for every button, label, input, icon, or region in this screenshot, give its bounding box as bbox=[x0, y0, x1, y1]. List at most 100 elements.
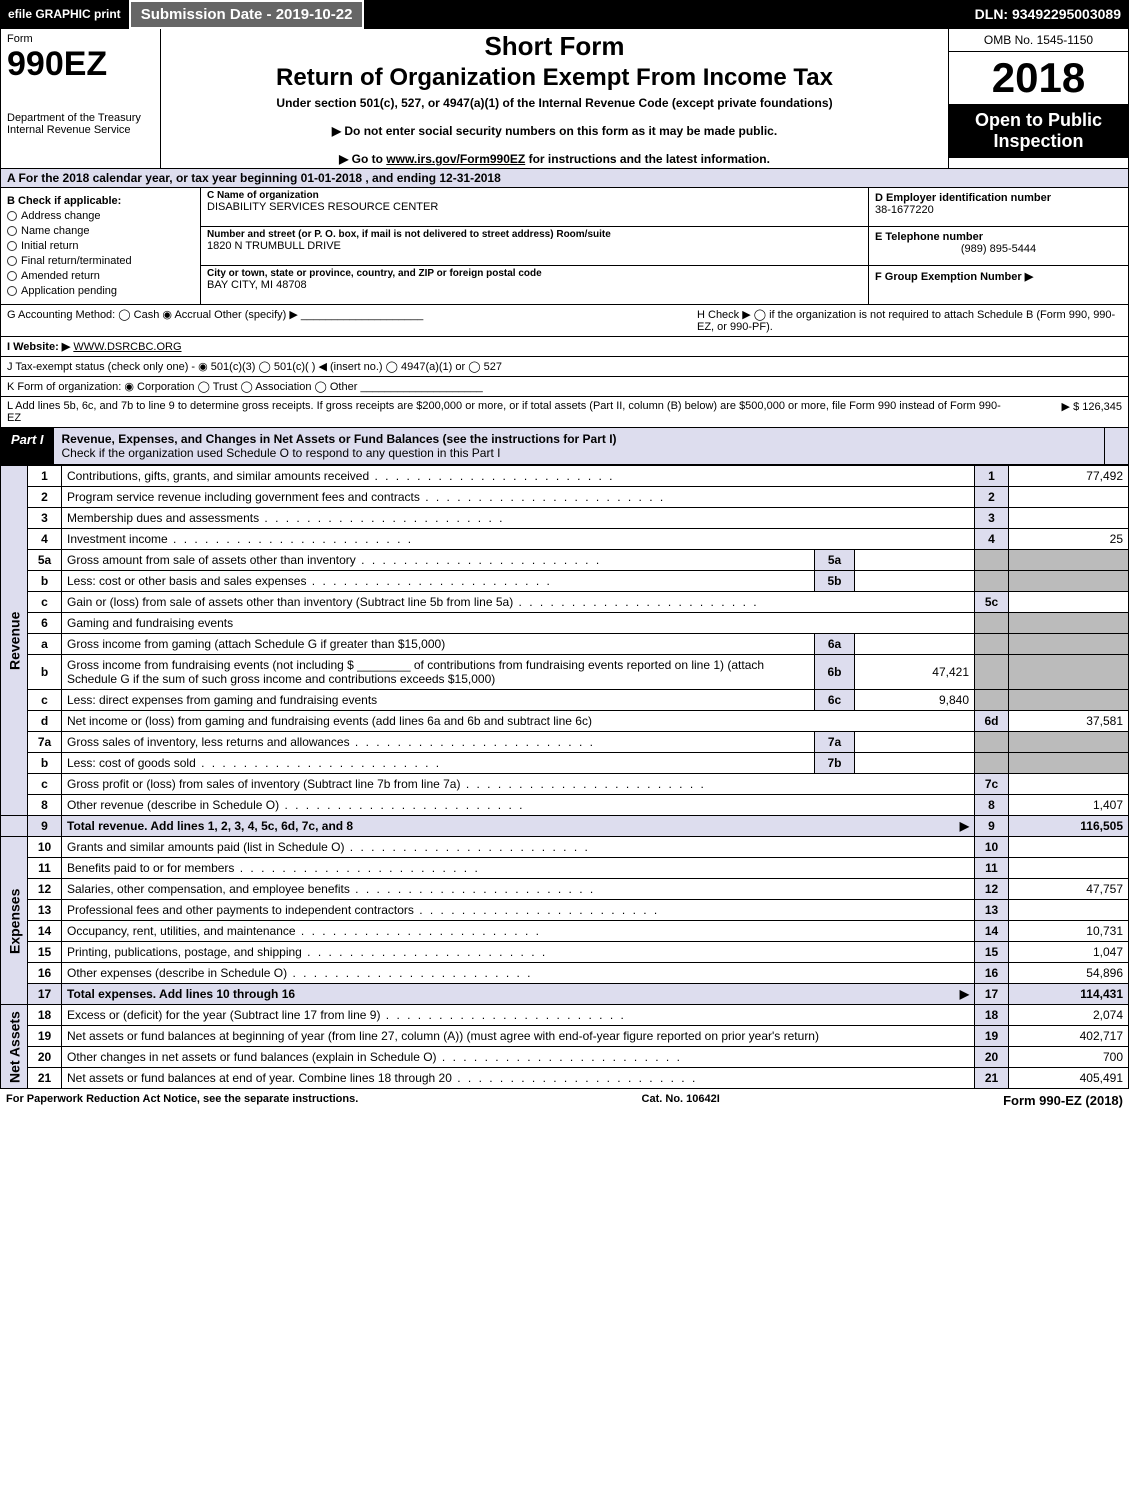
chk-amended[interactable]: Amended return bbox=[7, 270, 194, 282]
part1-check-line: Check if the organization used Schedule … bbox=[62, 446, 501, 460]
line-15: 15 Printing, publications, postage, and … bbox=[1, 942, 1129, 963]
note2-post: for instructions and the latest informat… bbox=[525, 152, 770, 166]
ssn-warning: ▶ Do not enter social security numbers o… bbox=[167, 124, 942, 138]
line-11: 11 Benefits paid to or for members 11 bbox=[1, 858, 1129, 879]
row-k: K Form of organization: ◉ Corporation ◯ … bbox=[0, 377, 1129, 397]
line-14: 14 Occupancy, rent, utilities, and maint… bbox=[1, 921, 1129, 942]
chk-initial[interactable]: Initial return bbox=[7, 240, 194, 252]
phone-value: (989) 895-5444 bbox=[875, 243, 1122, 255]
line-6b: b Gross income from fundraising events (… bbox=[1, 655, 1129, 690]
submission-date-button[interactable]: Submission Date - 2019-10-22 bbox=[129, 0, 365, 29]
row-g-h: G Accounting Method: ◯ Cash ◉ Accrual Ot… bbox=[0, 305, 1129, 337]
ein-value: 38-1677220 bbox=[875, 204, 1122, 216]
tax-year: 2018 bbox=[949, 52, 1128, 104]
dln-label: DLN: 93492295003089 bbox=[975, 6, 1129, 22]
org-name-value: DISABILITY SERVICES RESOURCE CENTER bbox=[207, 201, 862, 213]
group-exempt-label: F Group Exemption Number ▶ bbox=[875, 270, 1122, 283]
line-9: 9 Total revenue. Add lines 1, 2, 3, 4, 5… bbox=[1, 816, 1129, 837]
line-7c: c Gross profit or (loss) from sales of i… bbox=[1, 774, 1129, 795]
period-row: A For the 2018 calendar year, or tax yea… bbox=[0, 169, 1129, 188]
org-city-cell: City or town, state or province, country… bbox=[201, 266, 868, 304]
revenue-side-label: Revenue bbox=[1, 466, 28, 816]
header-right: OMB No. 1545-1150 2018 Open to Public In… bbox=[948, 29, 1128, 168]
org-addr-label: Number and street (or P. O. box, if mail… bbox=[207, 229, 862, 240]
top-bar: efile GRAPHIC print Submission Date - 20… bbox=[0, 0, 1129, 28]
row-j: J Tax-exempt status (check only one) - ◉… bbox=[0, 357, 1129, 377]
lines-table: Revenue 1 Contributions, gifts, grants, … bbox=[0, 465, 1129, 1089]
l-text: L Add lines 5b, 6c, and 7b to line 9 to … bbox=[7, 400, 1002, 424]
line-4: 4 Investment income 4 25 bbox=[1, 529, 1129, 550]
line-7b: b Less: cost of goods sold 7b bbox=[1, 753, 1129, 774]
info-grid: B Check if applicable: Address change Na… bbox=[0, 188, 1129, 305]
group-exempt-cell: F Group Exemption Number ▶ bbox=[869, 266, 1128, 304]
line-12: 12 Salaries, other compensation, and emp… bbox=[1, 879, 1129, 900]
note2-pre: ▶ Go to bbox=[339, 152, 386, 166]
page-footer: For Paperwork Reduction Act Notice, see … bbox=[0, 1089, 1129, 1112]
line-13: 13 Professional fees and other payments … bbox=[1, 900, 1129, 921]
netassets-side-label: Net Assets bbox=[1, 1005, 28, 1089]
line-20: 20 Other changes in net assets or fund b… bbox=[1, 1047, 1129, 1068]
footer-left: For Paperwork Reduction Act Notice, see … bbox=[6, 1093, 358, 1108]
line-10: Expenses 10 Grants and similar amounts p… bbox=[1, 837, 1129, 858]
line-18: Net Assets 18 Excess or (deficit) for th… bbox=[1, 1005, 1129, 1026]
form-number: 990EZ bbox=[7, 45, 154, 84]
ein-label: D Employer identification number bbox=[875, 192, 1122, 204]
line-1-desc: Contributions, gifts, grants, and simila… bbox=[62, 466, 975, 487]
website-label: I Website: ▶ bbox=[7, 341, 70, 353]
instructions-note: ▶ Go to www.irs.gov/Form990EZ for instru… bbox=[167, 152, 942, 166]
footer-right: Form 990-EZ (2018) bbox=[1003, 1093, 1123, 1108]
form-title: Return of Organization Exempt From Incom… bbox=[167, 64, 942, 92]
chk-pending[interactable]: Application pending bbox=[7, 285, 194, 297]
omb-number: OMB No. 1545-1150 bbox=[949, 29, 1128, 52]
section-b-heading: B Check if applicable: bbox=[7, 195, 194, 207]
org-addr-value: 1820 N TRUMBULL DRIVE bbox=[207, 240, 862, 252]
line-7a: 7a Gross sales of inventory, less return… bbox=[1, 732, 1129, 753]
part1-checkbox[interactable] bbox=[1104, 428, 1128, 464]
line-5b: b Less: cost or other basis and sales ex… bbox=[1, 571, 1129, 592]
row-l: L Add lines 5b, 6c, and 7b to line 9 to … bbox=[0, 397, 1129, 428]
org-city-value: BAY CITY, MI 48708 bbox=[207, 279, 862, 291]
org-city-label: City or town, state or province, country… bbox=[207, 268, 862, 279]
section-c: C Name of organization DISABILITY SERVIC… bbox=[201, 188, 868, 304]
expenses-side-label: Expenses bbox=[1, 837, 28, 1005]
phone-label: E Telephone number bbox=[875, 231, 1122, 243]
section-def: D Employer identification number 38-1677… bbox=[868, 188, 1128, 304]
instructions-link[interactable]: www.irs.gov/Form990EZ bbox=[386, 152, 525, 166]
line-8: 8 Other revenue (describe in Schedule O)… bbox=[1, 795, 1129, 816]
line-6: 6 Gaming and fundraising events bbox=[1, 613, 1129, 634]
part1-tag: Part I bbox=[1, 428, 54, 464]
phone-cell: E Telephone number (989) 895-5444 bbox=[869, 227, 1128, 266]
form-word: Form bbox=[7, 33, 154, 45]
chk-address[interactable]: Address change bbox=[7, 210, 194, 222]
row-i: I Website: ▶ WWW.DSRCBC.ORG bbox=[0, 337, 1129, 357]
header-left: Form 990EZ Department of the Treasury In… bbox=[1, 29, 161, 168]
line-17: 17 Total expenses. Add lines 10 through … bbox=[1, 984, 1129, 1005]
chk-namechange[interactable]: Name change bbox=[7, 225, 194, 237]
section-b: B Check if applicable: Address change Na… bbox=[1, 188, 201, 304]
schedule-b-check: H Check ▶ ◯ if the organization is not r… bbox=[687, 308, 1122, 333]
open-to-public: Open to Public Inspection bbox=[949, 104, 1128, 158]
org-addr-cell: Number and street (or P. O. box, if mail… bbox=[201, 227, 868, 266]
part1-header: Part I Revenue, Expenses, and Changes in… bbox=[0, 428, 1129, 465]
l-amount: ▶ $ 126,345 bbox=[1002, 400, 1122, 424]
line-6c: c Less: direct expenses from gaming and … bbox=[1, 690, 1129, 711]
form-subtitle: Under section 501(c), 527, or 4947(a)(1)… bbox=[167, 96, 942, 110]
line-5a: 5a Gross amount from sale of assets othe… bbox=[1, 550, 1129, 571]
line-19: 19 Net assets or fund balances at beginn… bbox=[1, 1026, 1129, 1047]
footer-mid: Cat. No. 10642I bbox=[642, 1093, 720, 1108]
line-1-amt: 77,492 bbox=[1009, 466, 1129, 487]
line-6a: a Gross income from gaming (attach Sched… bbox=[1, 634, 1129, 655]
header-center: Short Form Return of Organization Exempt… bbox=[161, 29, 948, 168]
website-value: WWW.DSRCBC.ORG bbox=[73, 341, 181, 353]
org-name-label: C Name of organization bbox=[207, 190, 862, 201]
short-form-title: Short Form bbox=[167, 31, 942, 62]
line-3: 3 Membership dues and assessments 3 bbox=[1, 508, 1129, 529]
chk-final[interactable]: Final return/terminated bbox=[7, 255, 194, 267]
line-6d: d Net income or (loss) from gaming and f… bbox=[1, 711, 1129, 732]
part1-title: Revenue, Expenses, and Changes in Net As… bbox=[54, 428, 1104, 464]
org-name-cell: C Name of organization DISABILITY SERVIC… bbox=[201, 188, 868, 227]
ein-cell: D Employer identification number 38-1677… bbox=[869, 188, 1128, 227]
line-1: Revenue 1 Contributions, gifts, grants, … bbox=[1, 466, 1129, 487]
accounting-method: G Accounting Method: ◯ Cash ◉ Accrual Ot… bbox=[7, 308, 687, 333]
line-21: 21 Net assets or fund balances at end of… bbox=[1, 1068, 1129, 1089]
